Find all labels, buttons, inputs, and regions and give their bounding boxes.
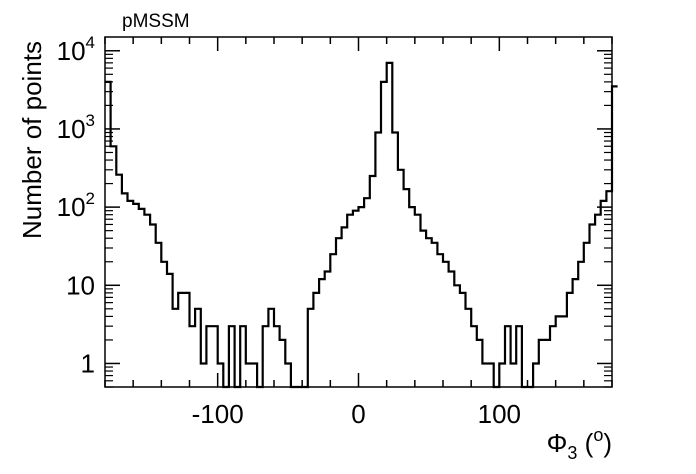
x-tick-label: 100 [478,399,521,429]
x-axis-title-unit-sup: o [593,425,603,445]
x-tick-label: -100 [192,399,244,429]
y-tick-label-base: 10 [57,36,86,66]
y-tick-label-exponent: 3 [86,111,95,130]
y-tick-label-exponent: 4 [86,33,95,52]
y-axis-title: Number of points [17,41,47,239]
x-axis-title-subscript: 3 [567,443,577,463]
y-tick-label-base: 10 [57,192,86,222]
y-tick-label: 104 [57,33,95,66]
chart-title: pMSSM [122,11,190,32]
x-axis-title: Φ3 (o) [547,425,612,463]
x-axis-title-symbol: Φ [547,428,568,458]
y-tick-label: 102 [57,189,95,222]
y-tick-label: 103 [57,111,95,144]
y-tick-label-base: 10 [57,114,86,144]
x-tick-label: 0 [351,399,365,429]
y-tick-label-exponent: 2 [86,189,95,208]
x-axis-title-unit-open: ( [577,428,593,458]
y-tick-label: 10 [66,270,95,300]
plot-frame [104,36,613,388]
x-axis-title-unit-close: ) [603,428,612,458]
histogram-series-line [105,61,618,389]
y-tick-label: 1 [81,348,95,378]
x-axis-ticks: -100 0 100 [104,37,613,429]
